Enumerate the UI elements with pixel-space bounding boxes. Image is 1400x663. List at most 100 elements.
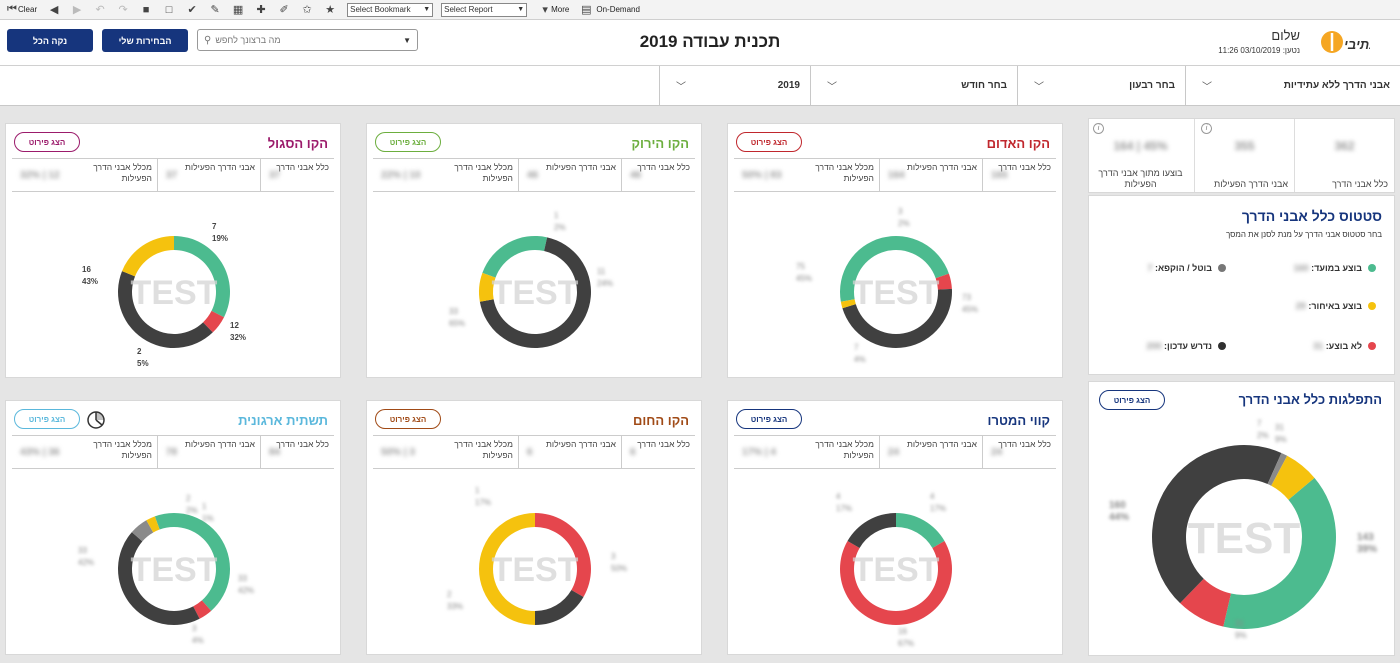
redo-icon: ↷ xyxy=(118,4,128,16)
card-title: הקו הירוק xyxy=(631,136,689,151)
stat-pct[interactable]: מכלל אבני הדרך הפעילות 36 | 43% xyxy=(20,439,152,460)
donut-slice[interactable] xyxy=(1267,452,1288,486)
select-bookmark-dropdown[interactable]: Select Bookmark ▼ xyxy=(347,2,434,17)
stat-pct[interactable]: מכלל אבני הדרך הפעילות 12 | 32% xyxy=(20,162,152,183)
donut-slice[interactable] xyxy=(131,520,154,542)
toolbar: ⏮ Clear ◀ ▶ ↶ ↷ ■ □ ✔ ✎ ▦ ✚ ✐ ✩ ★ Select … xyxy=(0,0,1400,20)
donut-slice[interactable] xyxy=(479,272,496,302)
quarter-filter[interactable]: בחר רבעון ﹀ xyxy=(1017,66,1185,105)
donut-slice[interactable] xyxy=(482,236,548,278)
add-button[interactable]: ✚ xyxy=(255,1,267,19)
donut-slice[interactable] xyxy=(1223,477,1336,629)
stat-pct[interactable]: מכלל אבני הדרך הפעילות 83 | 50% xyxy=(742,162,874,183)
donut-slice[interactable] xyxy=(535,513,591,597)
milestones-filter[interactable]: אבני הדרך ללא עתידיות ﹀ xyxy=(1185,66,1400,105)
chevron-down-icon: ﹀ xyxy=(676,82,686,93)
status-legend-item[interactable]: נדרש עדכון: 200 xyxy=(1146,341,1226,351)
dist-label-ontime: 143 39% xyxy=(1357,532,1378,555)
show-detail-button[interactable]: הצג פירוט xyxy=(14,132,80,152)
stat-all[interactable]: כלל אבני הדרך 24 xyxy=(981,436,1056,468)
show-detail-button[interactable]: הצג פירוט xyxy=(14,409,80,429)
kpi-done[interactable]: i 164 | 45% בוצעו מתוך אבני הדרך הפעילות xyxy=(1089,119,1194,192)
stat-pct[interactable]: מכלל אבני הדרך הפעילות 4 | 17% xyxy=(742,439,874,460)
donut-slice[interactable] xyxy=(896,513,945,548)
edit-button[interactable]: ✎ xyxy=(209,1,221,19)
show-detail-button[interactable]: הצג פירוט xyxy=(375,132,441,152)
stat-active[interactable]: אבני הדרך הפעילות 164 xyxy=(878,159,982,191)
back-button[interactable]: ◀ xyxy=(48,1,60,19)
undo-button[interactable]: ↶ xyxy=(94,1,106,19)
chart-button[interactable]: ▦ xyxy=(232,1,244,19)
info-icon[interactable]: i xyxy=(1093,123,1104,134)
stat-all[interactable]: כלל אבני הדרך 46 xyxy=(620,159,695,191)
watermark: TEST xyxy=(853,551,940,589)
status-legend-item[interactable]: בוטל / הוקפא: 7 xyxy=(1147,263,1226,273)
donut-slice[interactable] xyxy=(117,271,213,348)
status-legend-item[interactable]: בוצע במועד: 160 xyxy=(1294,263,1376,273)
month-filter[interactable]: בחר חודש ﹀ xyxy=(810,66,1017,105)
chevron-down-icon: ﹀ xyxy=(1034,82,1044,93)
kpi-all[interactable]: 362 כלל אבני הדרך xyxy=(1294,119,1394,192)
more-button[interactable]: ▾ More xyxy=(539,1,569,19)
distribution-donut-chart: TEST xyxy=(1152,445,1336,629)
stat-all[interactable]: כלל אבני הדרך 37 xyxy=(259,159,334,191)
my-selections-button[interactable]: הבחירות שלי xyxy=(102,29,188,52)
bookmark-button[interactable]: ★ xyxy=(324,1,336,19)
donut-slice[interactable] xyxy=(840,236,949,302)
slice-label: 1 1% xyxy=(202,502,214,523)
donut-slice[interactable] xyxy=(535,590,584,625)
year-filter[interactable]: 2019 ﹀ xyxy=(659,66,810,105)
clear-toolbar-button[interactable]: ⏮ Clear xyxy=(7,3,38,15)
stat-all[interactable]: כלל אבני הדרך 6 xyxy=(620,436,695,468)
kpi-active[interactable]: i 355 אבני הדרך הפעילות xyxy=(1194,119,1294,192)
check-button[interactable]: ✔ xyxy=(186,1,198,19)
lock-button[interactable]: ■ xyxy=(140,1,152,19)
show-detail-button[interactable]: הצג פירוט xyxy=(736,132,802,152)
bookmark-add-button[interactable]: ✩ xyxy=(301,1,313,19)
on-demand-button[interactable]: ▤ On-Demand xyxy=(581,4,640,16)
donut-slice[interactable] xyxy=(193,600,212,619)
clear-all-button[interactable]: נקה הכל xyxy=(7,29,93,52)
donut-slice[interactable] xyxy=(1271,455,1315,500)
donut-slice[interactable] xyxy=(1180,578,1231,627)
stat-pct[interactable]: מכלל אבני הדרך הפעילות 10 | 22% xyxy=(381,162,513,183)
annotate-button[interactable]: ✐ xyxy=(278,1,290,19)
donut-slice[interactable] xyxy=(847,513,896,548)
donut-slice[interactable] xyxy=(842,288,952,349)
stat-all[interactable]: כלל אבני הדרך 165 xyxy=(981,159,1056,191)
info-icon[interactable]: i xyxy=(1201,123,1212,134)
donut-slice[interactable] xyxy=(203,310,225,333)
show-detail-button[interactable]: הצג פירוט xyxy=(375,409,441,429)
show-detail-button[interactable]: הצג פירוט xyxy=(736,409,802,429)
donut-slice[interactable] xyxy=(174,236,230,318)
donut-slice[interactable] xyxy=(840,541,952,625)
donut-slice[interactable] xyxy=(1152,445,1282,604)
stat-active[interactable]: אבני הדרך הפעילות 46 xyxy=(517,159,621,191)
lock-icon: ■ xyxy=(142,3,150,16)
stat-active[interactable]: אבני הדרך הפעילות 37 xyxy=(156,159,260,191)
redo-button[interactable]: ↷ xyxy=(117,1,129,19)
select-report-dropdown[interactable]: Select Report ▼ xyxy=(441,2,528,17)
donut-slice[interactable] xyxy=(479,513,535,625)
search-input[interactable]: ⚲ מה ברצונך לחפש ▼ xyxy=(197,29,418,51)
unlock-button[interactable]: □ xyxy=(163,1,175,19)
forward-button[interactable]: ▶ xyxy=(71,1,83,19)
status-legend-item[interactable]: בוצע באיחור: 29 xyxy=(1296,301,1376,311)
donut-slice[interactable] xyxy=(146,516,160,533)
donut-slice[interactable] xyxy=(117,532,200,625)
donut-slice[interactable] xyxy=(935,273,952,290)
donut-slice[interactable] xyxy=(840,299,856,309)
stat-active[interactable]: אבני הדרך הפעילות 78 xyxy=(156,436,260,468)
stat-active[interactable]: אבני הדרך הפעילות 24 xyxy=(878,436,982,468)
slice-label: 7 19% xyxy=(212,222,229,243)
pie-chart-icon[interactable] xyxy=(86,410,106,430)
status-legend-item[interactable]: לא בוצע: 31 xyxy=(1313,341,1376,351)
donut-slice[interactable] xyxy=(154,513,231,611)
stat-active[interactable]: אבני הדרך הפעילות 6 xyxy=(517,436,621,468)
stat-pct[interactable]: מכלל אבני הדרך הפעילות 3 | 50% xyxy=(381,439,513,460)
stat-all[interactable]: כלל אבני הדרך 84 xyxy=(259,436,334,468)
card-stats: כלל אבני הדרך 37 אבני הדרך הפעילות 37 מכלל… xyxy=(12,158,334,192)
watermark: TEST xyxy=(853,274,940,312)
donut-slice[interactable] xyxy=(122,236,174,277)
show-detail-button[interactable]: הצג פירוט xyxy=(1099,390,1165,410)
